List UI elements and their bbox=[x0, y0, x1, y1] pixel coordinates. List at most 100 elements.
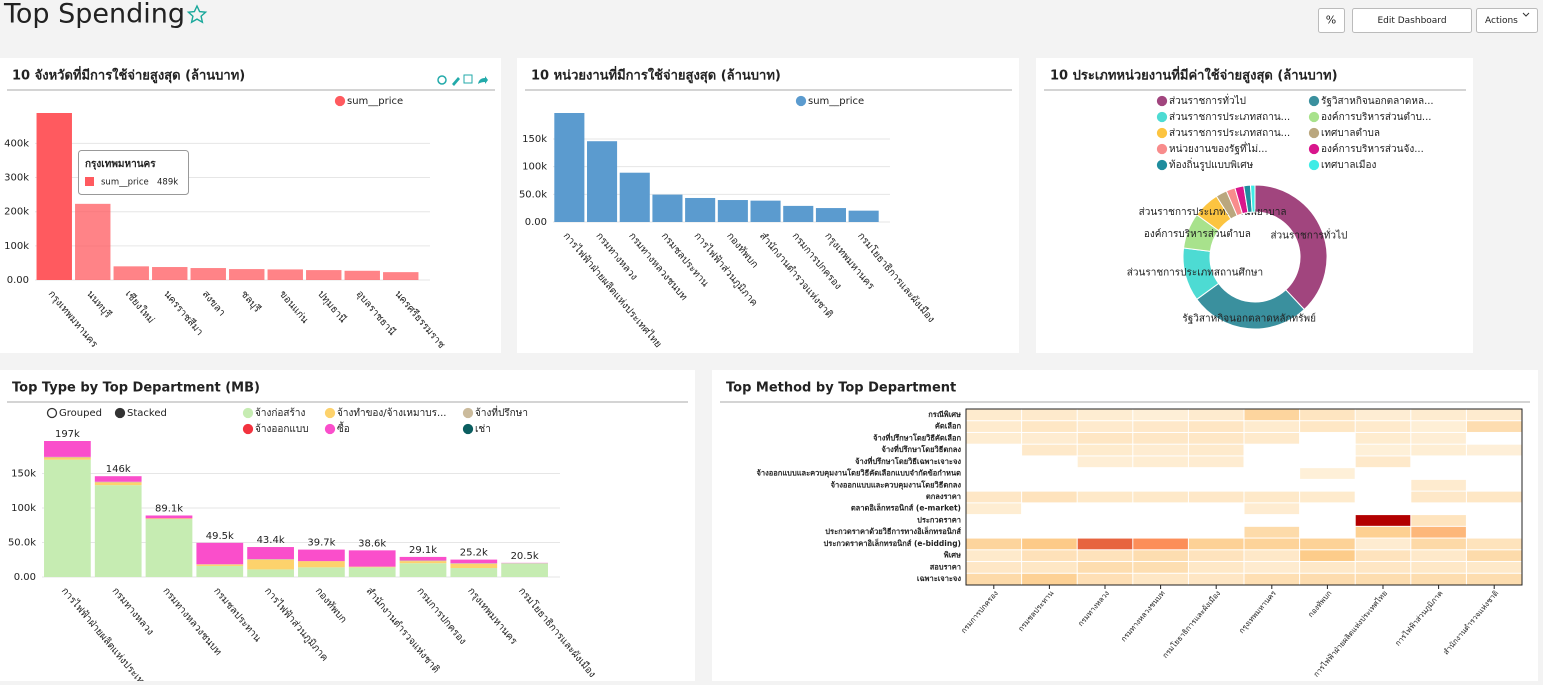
heat-cell[interactable] bbox=[1078, 539, 1133, 550]
bar[interactable] bbox=[349, 567, 396, 577]
legend-swatch[interactable] bbox=[244, 425, 253, 434]
heat-cell[interactable] bbox=[1022, 492, 1077, 503]
heat-cell[interactable] bbox=[1300, 410, 1355, 421]
bar[interactable] bbox=[247, 547, 294, 559]
legend-swatch[interactable] bbox=[1158, 113, 1167, 122]
heat-cell[interactable] bbox=[1300, 468, 1355, 479]
bar[interactable] bbox=[554, 113, 584, 222]
legend-swatch[interactable] bbox=[1158, 129, 1167, 138]
heat-cell[interactable] bbox=[1133, 456, 1188, 467]
heat-cell[interactable] bbox=[1189, 562, 1244, 573]
heat-cell[interactable] bbox=[1467, 421, 1522, 432]
heat-cell[interactable] bbox=[1467, 492, 1522, 503]
bar[interactable] bbox=[783, 206, 813, 222]
bar[interactable] bbox=[349, 550, 396, 566]
heat-cell[interactable] bbox=[1245, 550, 1300, 561]
heat-cell[interactable] bbox=[1078, 562, 1133, 573]
legend-swatch[interactable] bbox=[464, 409, 473, 418]
bar[interactable] bbox=[268, 269, 303, 280]
bar[interactable] bbox=[298, 567, 345, 577]
legend-swatch[interactable] bbox=[1310, 129, 1319, 138]
bar[interactable] bbox=[652, 195, 682, 222]
legend-swatch[interactable] bbox=[116, 409, 125, 418]
heat-cell[interactable] bbox=[1300, 562, 1355, 573]
bar[interactable] bbox=[450, 564, 497, 568]
bar[interactable] bbox=[400, 563, 447, 577]
bar[interactable] bbox=[450, 560, 497, 564]
bar[interactable] bbox=[247, 560, 294, 570]
heat-cell[interactable] bbox=[1189, 574, 1244, 585]
heat-cell[interactable] bbox=[1411, 574, 1466, 585]
heat-cell[interactable] bbox=[967, 539, 1022, 550]
bar[interactable] bbox=[37, 113, 72, 280]
heat-cell[interactable] bbox=[1467, 410, 1522, 421]
bar[interactable] bbox=[450, 563, 497, 564]
heat-cell[interactable] bbox=[1189, 433, 1244, 444]
heat-cell[interactable] bbox=[1245, 421, 1300, 432]
heat-cell[interactable] bbox=[1411, 480, 1466, 491]
heat-cell[interactable] bbox=[1078, 550, 1133, 561]
bar[interactable] bbox=[114, 266, 149, 280]
heat-cell[interactable] bbox=[1078, 456, 1133, 467]
bar[interactable] bbox=[95, 485, 142, 577]
heat-cell[interactable] bbox=[1356, 433, 1411, 444]
heat-cell[interactable] bbox=[1411, 527, 1466, 538]
legend-swatch[interactable] bbox=[326, 409, 335, 418]
heat-cell[interactable] bbox=[1133, 550, 1188, 561]
heat-cell[interactable] bbox=[1245, 492, 1300, 503]
heat-cell[interactable] bbox=[1411, 550, 1466, 561]
bar[interactable] bbox=[620, 173, 650, 222]
bar[interactable] bbox=[44, 457, 91, 458]
heat-cell[interactable] bbox=[1411, 421, 1466, 432]
heat-cell[interactable] bbox=[1133, 445, 1188, 456]
bar[interactable] bbox=[400, 561, 447, 563]
heat-cell[interactable] bbox=[1133, 539, 1188, 550]
bar[interactable] bbox=[349, 567, 396, 568]
heat-cell[interactable] bbox=[1356, 421, 1411, 432]
heat-cell[interactable] bbox=[1467, 562, 1522, 573]
heat-cell[interactable] bbox=[1022, 445, 1077, 456]
legend-swatch[interactable] bbox=[1310, 161, 1319, 170]
legend-swatch[interactable] bbox=[1310, 97, 1319, 106]
heat-cell[interactable] bbox=[1078, 421, 1133, 432]
heat-cell[interactable] bbox=[1189, 410, 1244, 421]
bar[interactable] bbox=[718, 200, 748, 222]
legend-swatch[interactable] bbox=[1158, 161, 1167, 170]
bar[interactable] bbox=[298, 550, 345, 562]
bar[interactable] bbox=[450, 568, 497, 577]
bar[interactable] bbox=[196, 543, 243, 564]
heat-cell[interactable] bbox=[1300, 574, 1355, 585]
legend-swatch[interactable] bbox=[1310, 145, 1319, 154]
heat-cell[interactable] bbox=[1189, 539, 1244, 550]
heat-cell[interactable] bbox=[1189, 492, 1244, 503]
heat-cell[interactable] bbox=[1356, 410, 1411, 421]
heat-cell[interactable] bbox=[1189, 421, 1244, 432]
heat-cell[interactable] bbox=[1022, 562, 1077, 573]
heat-cell[interactable] bbox=[967, 433, 1022, 444]
legend-swatch[interactable] bbox=[1158, 145, 1167, 154]
bar[interactable] bbox=[146, 515, 193, 518]
heat-cell[interactable] bbox=[1356, 574, 1411, 585]
heat-cell[interactable] bbox=[1411, 562, 1466, 573]
heat-cell[interactable] bbox=[1245, 527, 1300, 538]
bar[interactable] bbox=[247, 569, 294, 577]
heat-cell[interactable] bbox=[1078, 433, 1133, 444]
bar[interactable] bbox=[196, 566, 243, 577]
heat-cell[interactable] bbox=[1133, 410, 1188, 421]
bar[interactable] bbox=[849, 211, 879, 222]
heat-cell[interactable] bbox=[1022, 433, 1077, 444]
heat-cell[interactable] bbox=[967, 421, 1022, 432]
heat-cell[interactable] bbox=[1022, 421, 1077, 432]
heat-cell[interactable] bbox=[1022, 550, 1077, 561]
heat-cell[interactable] bbox=[1078, 410, 1133, 421]
heat-cell[interactable] bbox=[1356, 550, 1411, 561]
heat-cell[interactable] bbox=[1467, 550, 1522, 561]
heat-cell[interactable] bbox=[1022, 574, 1077, 585]
bar[interactable] bbox=[95, 482, 142, 485]
heat-cell[interactable] bbox=[1078, 492, 1133, 503]
heat-cell[interactable] bbox=[967, 574, 1022, 585]
legend-swatch[interactable] bbox=[1158, 97, 1167, 106]
heat-cell[interactable] bbox=[1356, 456, 1411, 467]
heat-cell[interactable] bbox=[1356, 539, 1411, 550]
heat-cell[interactable] bbox=[1245, 562, 1300, 573]
